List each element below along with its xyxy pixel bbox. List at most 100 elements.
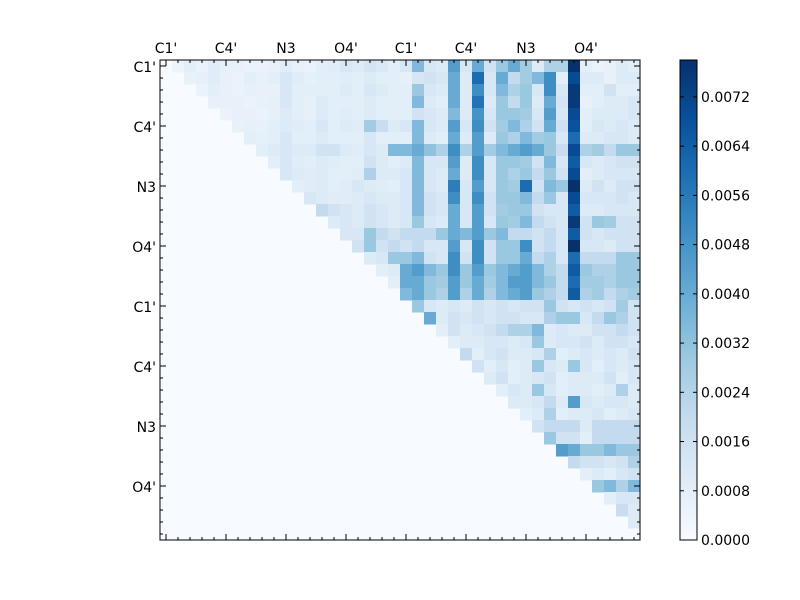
heatmap-cell <box>628 348 641 361</box>
heatmap-cell <box>484 252 497 265</box>
heatmap-cell <box>448 96 461 109</box>
heatmap-cell <box>352 204 365 217</box>
heatmap-cell <box>520 252 533 265</box>
heatmap-cell <box>496 120 509 133</box>
heatmap-cell <box>628 468 641 481</box>
heatmap-cell <box>604 336 617 349</box>
heatmap-cell <box>580 312 593 325</box>
heatmap-cell <box>424 288 437 301</box>
heatmap-cell <box>316 84 329 97</box>
heatmap-cell <box>568 396 581 409</box>
heatmap-cell <box>472 348 485 361</box>
heatmap-cell <box>448 192 461 205</box>
heatmap-cell <box>460 108 473 121</box>
heatmap-cell <box>400 60 413 73</box>
heatmap-cell <box>592 432 605 445</box>
heatmap-cell <box>616 180 629 193</box>
heatmap-cell <box>328 108 341 121</box>
heatmap-cell <box>268 132 281 145</box>
heatmap-cell <box>496 300 509 313</box>
heatmap-cell <box>508 348 521 361</box>
heatmap-cell <box>568 276 581 289</box>
heatmap-cell <box>244 84 257 97</box>
heatmap-cell <box>520 348 533 361</box>
heatmap-cell <box>616 252 629 265</box>
heatmap-cell <box>448 336 461 349</box>
heatmap-cell <box>592 264 605 277</box>
heatmap-cell <box>484 96 497 109</box>
heatmap-cell <box>628 432 641 445</box>
heatmap-cell <box>532 252 545 265</box>
heatmap-cell <box>556 276 569 289</box>
heatmap-cell <box>544 120 557 133</box>
heatmap-cell <box>568 228 581 241</box>
heatmap-cell <box>616 60 629 73</box>
heatmap-cell <box>304 60 317 73</box>
heatmap-cell <box>424 168 437 181</box>
heatmap-cell <box>604 192 617 205</box>
heatmap-cell <box>520 120 533 133</box>
heatmap-cell <box>244 132 257 145</box>
heatmap-cell <box>448 216 461 229</box>
heatmap-cell <box>472 180 485 193</box>
heatmap-cell <box>448 264 461 277</box>
heatmap-cell <box>436 144 449 157</box>
heatmap-cell <box>268 72 281 85</box>
heatmap-cell <box>496 384 509 397</box>
heatmap-cell <box>184 60 197 73</box>
heatmap-cell <box>256 84 269 97</box>
heatmap-cell <box>556 120 569 133</box>
heatmap-cell <box>256 120 269 133</box>
heatmap-cell <box>544 132 557 145</box>
heatmap-cell <box>556 336 569 349</box>
heatmap-cell <box>376 156 389 169</box>
heatmap-cell <box>592 396 605 409</box>
heatmap-cell <box>424 216 437 229</box>
heatmap-cell <box>484 156 497 169</box>
heatmap-cell <box>592 120 605 133</box>
heatmap-cell <box>568 120 581 133</box>
heatmap-cell <box>628 216 641 229</box>
heatmap-cell <box>424 240 437 253</box>
heatmap-cell <box>424 120 437 133</box>
heatmap-cell <box>544 252 557 265</box>
heatmap-cell <box>568 204 581 217</box>
heatmap-cell <box>544 96 557 109</box>
heatmap-cell <box>532 336 545 349</box>
heatmap-cell <box>256 144 269 157</box>
heatmap-cell <box>448 204 461 217</box>
heatmap-cell <box>568 252 581 265</box>
heatmap-cell <box>568 132 581 145</box>
heatmap-cell <box>568 96 581 109</box>
heatmap-cell <box>616 480 629 493</box>
heatmap-cell <box>592 216 605 229</box>
heatmap-cell <box>292 168 305 181</box>
heatmap-cell <box>592 420 605 433</box>
heatmap-cell <box>268 96 281 109</box>
heatmap-cell <box>472 288 485 301</box>
heatmap-cell <box>616 144 629 157</box>
heatmap-cell <box>280 108 293 121</box>
heatmap-cell <box>496 240 509 253</box>
heatmap-cell <box>484 312 497 325</box>
heatmap-cell <box>616 120 629 133</box>
heatmap-cell <box>628 228 641 241</box>
heatmap-cell <box>436 324 449 337</box>
heatmap-cell <box>340 216 353 229</box>
heatmap-cell <box>328 144 341 157</box>
heatmap-cell <box>628 96 641 109</box>
heatmap-cell <box>376 192 389 205</box>
heatmap-cell <box>448 60 461 73</box>
heatmap-cell <box>472 156 485 169</box>
heatmap-cell <box>580 156 593 169</box>
heatmap-cell <box>484 192 497 205</box>
heatmap-cell <box>496 60 509 73</box>
heatmap-cell <box>508 264 521 277</box>
heatmap-cell <box>352 60 365 73</box>
heatmap-cell <box>592 108 605 121</box>
heatmap-cell <box>484 372 497 385</box>
heatmap-cell <box>268 156 281 169</box>
heatmap-cell <box>448 240 461 253</box>
heatmap-cell <box>520 408 533 421</box>
heatmap-cell <box>388 132 401 145</box>
